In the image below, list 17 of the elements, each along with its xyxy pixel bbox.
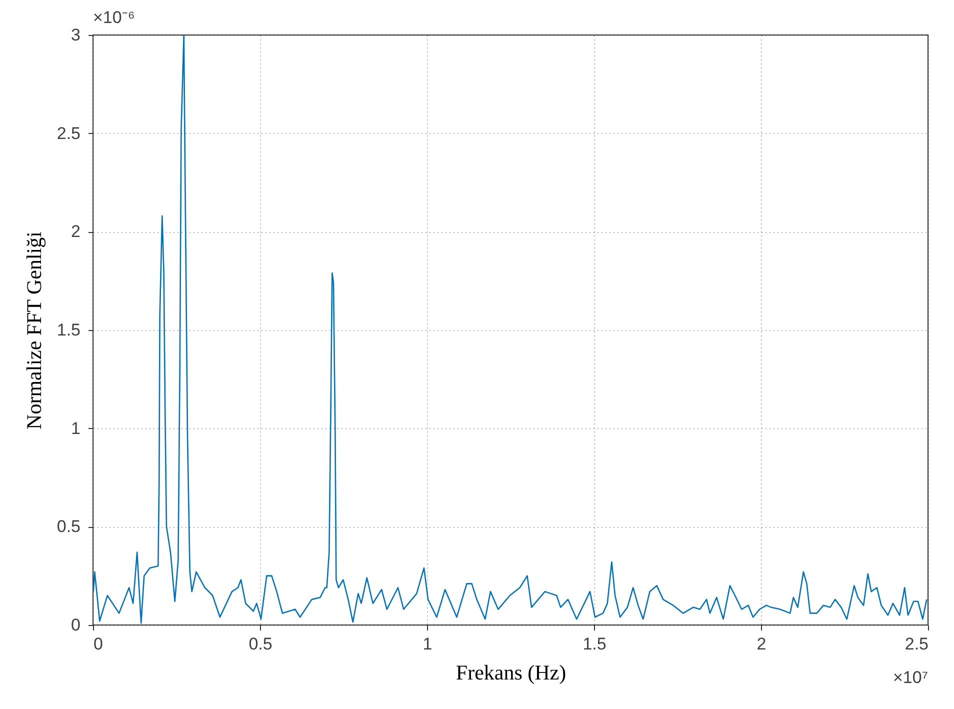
y-tick-label: 2.5 <box>56 124 80 143</box>
y-tick-label: 1.5 <box>56 320 80 340</box>
y-tick-label: 3 <box>71 26 80 44</box>
x-tick-label: 1 <box>422 634 432 654</box>
x-tick-label: 2.5 <box>904 634 928 654</box>
text: ×10⁷ <box>893 668 928 687</box>
y-tick-label: 2 <box>71 222 80 242</box>
x-tick-label: 0 <box>94 634 103 654</box>
x-tick-label: 0.5 <box>248 634 272 654</box>
y-tick-label: 1 <box>71 418 80 438</box>
y-tick-label: 0 <box>71 616 80 634</box>
y-tick-label: 0.5 <box>56 517 80 536</box>
text: ×10⁻⁶ <box>93 8 135 27</box>
x-axis-title: Frekans (Hz) <box>456 660 566 684</box>
y-axis-title: Normalize FFT Genliği <box>22 231 46 430</box>
x-tick-label: 1.5 <box>582 634 606 654</box>
x-tick-label: 2 <box>756 634 766 654</box>
